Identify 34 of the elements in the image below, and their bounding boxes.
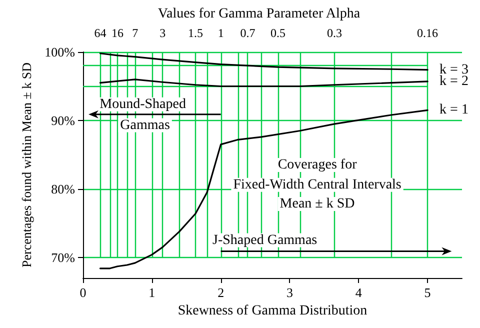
annotation: 0.5 bbox=[270, 26, 286, 40]
annotation: Fixed-Width Central Intervals bbox=[233, 177, 402, 192]
chart-title: Values for Gamma Parameter Alpha bbox=[158, 6, 361, 22]
y-tick-label: 100% bbox=[44, 44, 76, 60]
x-tick-label: 5 bbox=[424, 285, 431, 300]
x-tick-label: 4 bbox=[355, 285, 362, 300]
y-tick-label: 90% bbox=[51, 112, 76, 128]
line-series bbox=[99, 52, 428, 71]
annotation: 3 bbox=[160, 26, 166, 40]
line-series bbox=[99, 78, 428, 88]
y-axis-title: Percentages found within Mean ± k SD bbox=[19, 62, 34, 268]
annotation: 1.5 bbox=[188, 26, 204, 40]
annotation: 16 bbox=[111, 26, 124, 40]
annotation: Coverages for bbox=[278, 158, 358, 172]
annotation: 1 bbox=[218, 26, 224, 40]
annotation: Mean ± k SD bbox=[280, 196, 355, 212]
line-series bbox=[99, 109, 428, 270]
x-tick-label: 1 bbox=[148, 285, 156, 300]
x-tick-label: 3 bbox=[286, 285, 293, 300]
y-tick-label: 70% bbox=[51, 250, 76, 265]
series-label: k = 2 bbox=[440, 74, 468, 89]
x-tick-label: 2 bbox=[218, 285, 224, 300]
x-axis-title: Skewness of Gamma Distribution bbox=[178, 303, 368, 318]
annotation: Gammas bbox=[120, 118, 170, 133]
annotation: 0.7 bbox=[240, 26, 256, 40]
annotation: 0.3 bbox=[327, 26, 342, 40]
annotation: 7 bbox=[132, 26, 138, 40]
x-tick-label: 0 bbox=[80, 285, 86, 300]
annotation: 0.16 bbox=[417, 26, 438, 40]
series-label: k = 1 bbox=[440, 102, 468, 118]
annotation: Mound-Shaped bbox=[100, 96, 186, 112]
annotation: 64 bbox=[94, 26, 106, 40]
annotation: J-Shaped Gammas bbox=[212, 232, 318, 248]
y-tick-label: 80% bbox=[51, 181, 76, 196]
